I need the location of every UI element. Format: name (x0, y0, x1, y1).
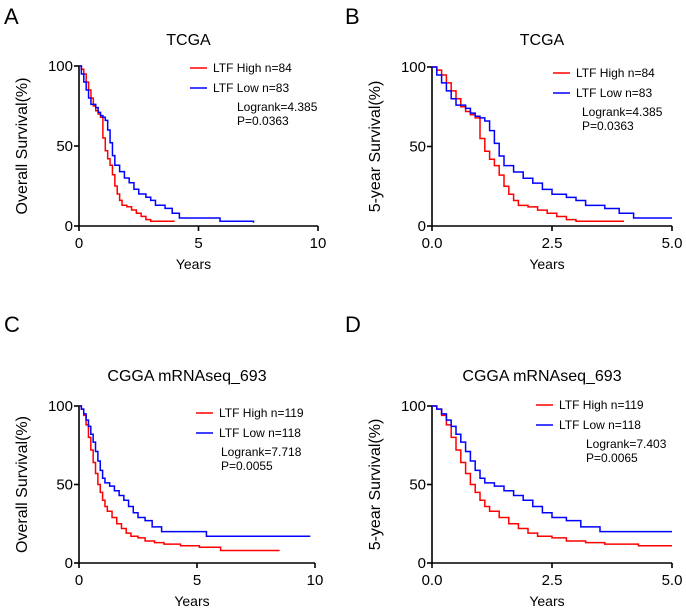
logrank-stat: Logrank=4.385 (582, 105, 663, 119)
y-tick-label: 0 (418, 555, 426, 572)
x-tick-label: 2.5 (542, 572, 563, 589)
x-tick-label: 0 (75, 572, 83, 589)
x-tick-label: 0 (75, 235, 83, 252)
legend-label: LTF High n=84 (576, 66, 655, 80)
chart-title: TCGA (166, 32, 211, 49)
panel-c: C CGGA mRNAseq_693 0 50 100 0 5 10 Years Overall … (4, 312, 323, 609)
panel-letter: D (345, 312, 361, 337)
y-tick-label: 0 (418, 218, 426, 235)
x-tick-label: 0.0 (422, 235, 443, 252)
x-axis-label: Years (174, 593, 209, 609)
chart-title: TCGA (520, 32, 565, 49)
x-tick-label: 5.0 (662, 572, 683, 589)
y-tick-label: 50 (409, 139, 426, 156)
survival-curve-low (432, 405, 672, 533)
panel-b: B TCGA 0 50 100 0.0 2.5 5.0 Years 5-year Survival… (345, 4, 682, 272)
y-tick-label: 100 (401, 59, 426, 76)
y-axis-label: 5-year Survival(%) (367, 419, 384, 551)
x-tick-label: 0.0 (422, 572, 443, 589)
legend-label: LTF High n=119 (559, 398, 644, 412)
logrank-stat: Logrank=7.403 (586, 437, 667, 451)
y-axis-label: Overall Survival(%) (14, 416, 31, 553)
y-tick-label: 100 (48, 398, 73, 415)
panel-d: D CGGA mRNAseq_693 0 50 100 0.0 2.5 5.0 Years 5-y… (345, 312, 682, 609)
x-tick-label: 5.0 (662, 235, 683, 252)
x-tick-label: 2.5 (542, 235, 563, 252)
legend-label: LTF Low n=83 (576, 86, 652, 100)
x-tick-label: 10 (307, 572, 324, 589)
legend-label: LTF Low n=118 (219, 426, 301, 440)
y-tick-label: 50 (409, 477, 426, 494)
y-tick-label: 0 (65, 555, 73, 572)
legend-label: LTF Low n=83 (213, 81, 289, 95)
survival-curve-high (79, 405, 280, 552)
y-axis-label: 5-year Survival(%) (367, 81, 384, 213)
y-tick-label: 0 (65, 218, 73, 235)
p-value: P=0.0363 (582, 119, 634, 133)
x-axis-label: Years (529, 593, 564, 609)
chart-title: CGGA mRNAseq_693 (107, 368, 266, 385)
survival-curve-low (79, 65, 255, 223)
p-value: P=0.0363 (237, 114, 289, 128)
x-tick-label: 10 (310, 235, 327, 252)
logrank-stat: Logrank=4.385 (237, 100, 318, 114)
y-tick-label: 50 (56, 477, 73, 494)
survival-curve-high (432, 66, 624, 222)
legend-label: LTF Low n=118 (559, 418, 641, 432)
survival-curve-high (432, 405, 672, 547)
legend-label: LTF High n=119 (219, 406, 304, 420)
panel-letter: A (4, 4, 19, 29)
chart-title: CGGA mRNAseq_693 (462, 368, 621, 385)
survival-curve-low (79, 405, 311, 538)
panel-letter: C (4, 312, 20, 337)
x-tick-label: 5 (194, 235, 202, 252)
p-value: P=0.0065 (586, 451, 638, 465)
survival-curve-high (79, 65, 175, 222)
y-tick-label: 100 (401, 398, 426, 415)
p-value: P=0.0055 (221, 459, 273, 473)
y-tick-label: 100 (48, 58, 73, 75)
panel-a: A TCGA 0 50 100 0 5 10 Years Overall Survival(%) L… (4, 4, 326, 272)
y-axis-label: Overall Survival(%) (14, 78, 31, 215)
logrank-stat: Logrank=7.718 (221, 445, 302, 459)
legend-label: LTF High n=84 (213, 61, 292, 75)
survival-curve-low (432, 66, 672, 219)
x-tick-label: 5 (193, 572, 201, 589)
x-axis-label: Years (529, 256, 564, 272)
x-axis-label: Years (176, 256, 211, 272)
panel-letter: B (345, 4, 360, 29)
y-tick-label: 50 (56, 138, 73, 155)
